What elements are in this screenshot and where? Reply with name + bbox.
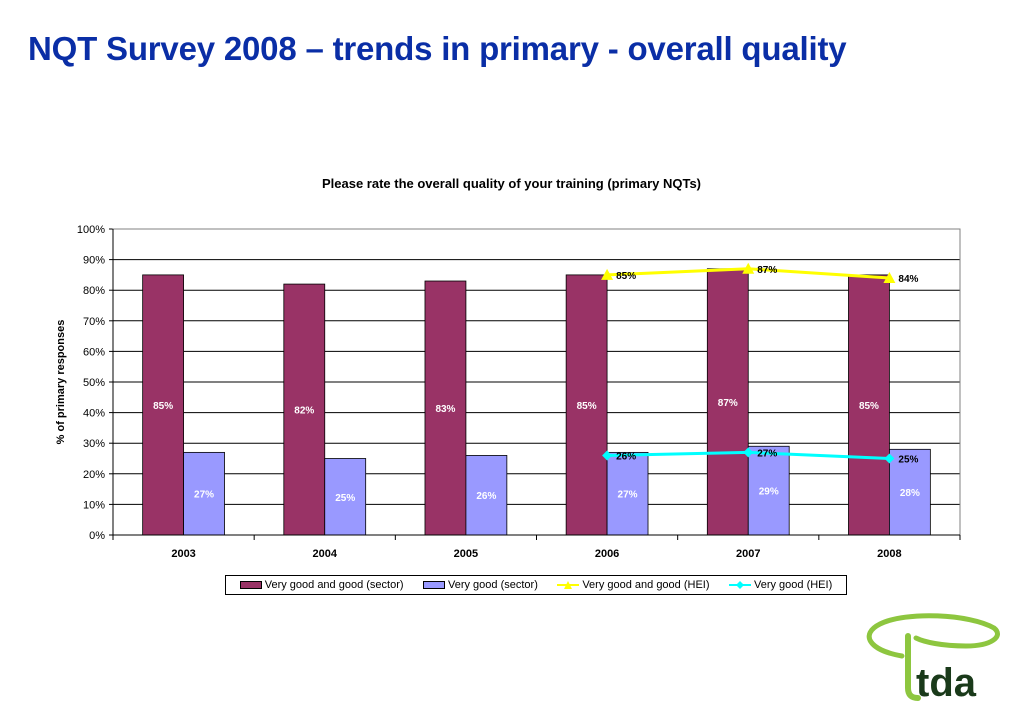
x-tick-label: 2008 — [877, 548, 901, 560]
legend-label-sector-vg: Very good (sector) — [447, 579, 538, 591]
y-tick-label: 90% — [83, 255, 105, 267]
bar-data-label: 85% — [577, 401, 597, 412]
line-data-label: 27% — [757, 448, 777, 459]
line-marker — [884, 453, 895, 464]
y-tick-label: 30% — [83, 438, 105, 450]
line-data-label: 87% — [757, 265, 777, 276]
line-data-label: 85% — [616, 271, 636, 282]
slide-title: NQT Survey 2008 – trends in primary - ov… — [28, 30, 847, 67]
bar-data-label: 83% — [435, 404, 455, 415]
bar — [324, 458, 367, 536]
x-tick-label: 2004 — [313, 548, 338, 560]
y-tick-label: 100% — [77, 224, 105, 236]
bar — [606, 451, 649, 536]
y-axis-title: % of primary responses — [55, 320, 67, 445]
y-tick-label: 40% — [83, 408, 105, 420]
line-marker — [602, 450, 613, 461]
line-marker — [742, 262, 755, 274]
svg-text:tda: tda — [916, 661, 977, 704]
x-tick-label: 2006 — [595, 548, 619, 560]
bar-data-label: 27% — [194, 490, 214, 501]
bar-data-label: 25% — [335, 493, 355, 504]
line-marker — [743, 447, 754, 458]
y-tick-label: 0% — [89, 530, 105, 542]
legend-swatch-sector-vg — [422, 581, 445, 589]
bar-data-label: 29% — [759, 487, 779, 498]
bar — [706, 268, 749, 536]
legend-label-hei-vg: Very good (HEI) — [753, 579, 833, 591]
y-tick-label: 60% — [83, 346, 105, 358]
legend-item-sector-vg: Very good (sector) — [422, 579, 538, 591]
line-data-label: 26% — [616, 451, 636, 462]
legend-item-sector-vg-good: Very good and good (sector) — [239, 579, 404, 591]
legend-label-hei-vg-good: Very good and good (HEI) — [582, 579, 710, 591]
legend-line-hei-vg-good — [557, 580, 580, 590]
bar — [142, 274, 184, 536]
legend-line-hei-vg — [728, 580, 751, 590]
bar-data-label: 85% — [859, 401, 879, 412]
x-tick-label: 2005 — [454, 548, 478, 560]
y-tick-label: 70% — [83, 316, 105, 328]
y-tick-label: 50% — [83, 377, 105, 389]
bar-data-label: 82% — [294, 406, 314, 417]
tda-logo: tda — [858, 612, 1004, 705]
bar — [283, 283, 326, 536]
legend-item-hei-vg-good: Very good and good (HEI) — [557, 579, 710, 591]
legend-item-hei-vg: Very good (HEI) — [728, 579, 833, 591]
chart-title: Please rate the overall quality of your … — [321, 176, 702, 191]
chart-legend: Very good and good (sector) Very good (s… — [225, 575, 847, 595]
bar — [183, 451, 225, 536]
y-tick-label: 10% — [83, 499, 105, 511]
bar — [565, 274, 608, 536]
legend-swatch-sector-vg-good — [239, 581, 262, 589]
x-tick-label: 2003 — [171, 548, 195, 560]
line-marker — [883, 271, 896, 283]
line-marker — [601, 268, 614, 280]
line-data-label: 84% — [898, 274, 918, 285]
x-tick-label: 2007 — [736, 548, 760, 560]
y-tick-label: 80% — [83, 285, 105, 297]
bar — [465, 455, 508, 536]
bar-data-label: 85% — [153, 401, 173, 412]
bar — [889, 448, 931, 536]
bar-data-label: 26% — [476, 491, 496, 502]
bar-data-label: 87% — [718, 398, 738, 409]
legend-label-sector-vg-good: Very good and good (sector) — [264, 579, 404, 591]
y-tick-label: 20% — [83, 469, 105, 481]
bar-data-label: 28% — [900, 488, 920, 499]
bar — [424, 280, 467, 536]
bar-data-label: 27% — [618, 490, 638, 501]
line-data-label: 25% — [898, 455, 918, 466]
